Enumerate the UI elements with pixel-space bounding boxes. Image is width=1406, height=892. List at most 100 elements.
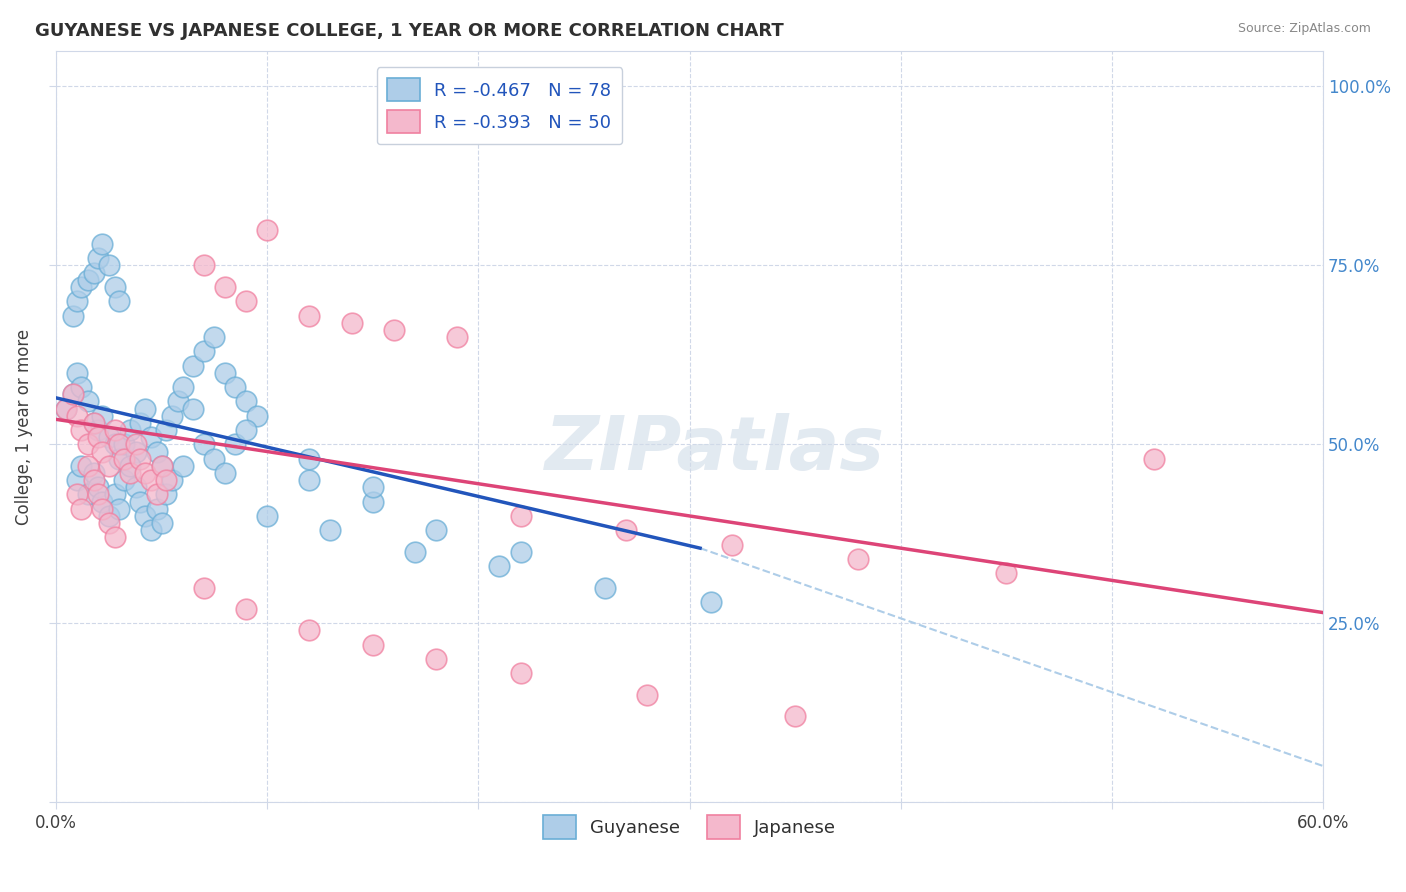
Point xyxy=(87,480,110,494)
Point xyxy=(139,430,162,444)
Point xyxy=(245,409,267,423)
Point xyxy=(70,423,93,437)
Point xyxy=(139,523,162,537)
Point xyxy=(235,423,257,437)
Point xyxy=(104,280,127,294)
Point xyxy=(509,666,531,681)
Point xyxy=(97,516,120,530)
Point xyxy=(118,423,141,437)
Point xyxy=(509,545,531,559)
Point xyxy=(55,401,77,416)
Point xyxy=(1143,451,1166,466)
Point xyxy=(129,451,152,466)
Point xyxy=(62,387,84,401)
Point xyxy=(76,458,98,473)
Point xyxy=(118,466,141,480)
Point xyxy=(319,523,342,537)
Point xyxy=(76,487,98,501)
Point xyxy=(134,466,156,480)
Point xyxy=(224,380,246,394)
Point xyxy=(125,444,148,458)
Point xyxy=(83,473,105,487)
Point xyxy=(125,480,148,494)
Point xyxy=(83,416,105,430)
Point xyxy=(235,294,257,309)
Point xyxy=(298,309,321,323)
Legend: Guyanese, Japanese: Guyanese, Japanese xyxy=(536,808,844,846)
Text: ZIPatlas: ZIPatlas xyxy=(546,412,884,485)
Point xyxy=(155,487,177,501)
Point xyxy=(488,559,510,574)
Point xyxy=(97,430,120,444)
Point xyxy=(446,330,468,344)
Point xyxy=(235,394,257,409)
Point xyxy=(298,473,321,487)
Point xyxy=(134,508,156,523)
Point xyxy=(150,458,173,473)
Point xyxy=(720,538,742,552)
Text: Source: ZipAtlas.com: Source: ZipAtlas.com xyxy=(1237,22,1371,36)
Point xyxy=(785,709,807,723)
Point xyxy=(83,466,105,480)
Point xyxy=(91,236,114,251)
Point xyxy=(76,394,98,409)
Point xyxy=(699,595,721,609)
Point xyxy=(112,437,135,451)
Text: GUYANESE VS JAPANESE COLLEGE, 1 YEAR OR MORE CORRELATION CHART: GUYANESE VS JAPANESE COLLEGE, 1 YEAR OR … xyxy=(35,22,785,40)
Y-axis label: College, 1 year or more: College, 1 year or more xyxy=(15,328,32,524)
Point xyxy=(361,480,384,494)
Point xyxy=(214,280,236,294)
Point xyxy=(134,401,156,416)
Point xyxy=(108,501,131,516)
Point xyxy=(256,508,278,523)
Point xyxy=(614,523,637,537)
Point xyxy=(104,530,127,544)
Point xyxy=(104,437,127,451)
Point xyxy=(76,437,98,451)
Point xyxy=(104,423,127,437)
Point xyxy=(224,437,246,451)
Point xyxy=(298,451,321,466)
Point xyxy=(66,366,89,380)
Point xyxy=(112,473,135,487)
Point xyxy=(70,458,93,473)
Point xyxy=(848,552,870,566)
Point xyxy=(55,401,77,416)
Point xyxy=(193,581,215,595)
Point xyxy=(995,566,1018,581)
Point xyxy=(214,466,236,480)
Point xyxy=(87,487,110,501)
Point xyxy=(382,323,405,337)
Point xyxy=(509,508,531,523)
Point xyxy=(256,222,278,236)
Point xyxy=(202,451,225,466)
Point xyxy=(129,416,152,430)
Point xyxy=(155,423,177,437)
Point xyxy=(636,688,658,702)
Point xyxy=(129,494,152,508)
Point xyxy=(108,437,131,451)
Point xyxy=(193,437,215,451)
Point xyxy=(202,330,225,344)
Point xyxy=(66,487,89,501)
Point xyxy=(108,294,131,309)
Point xyxy=(150,516,173,530)
Point xyxy=(404,545,426,559)
Point xyxy=(181,359,204,373)
Point xyxy=(146,501,169,516)
Point xyxy=(139,473,162,487)
Point xyxy=(125,437,148,451)
Point xyxy=(160,473,183,487)
Point xyxy=(425,652,447,666)
Point xyxy=(87,423,110,437)
Point xyxy=(340,316,363,330)
Point xyxy=(425,523,447,537)
Point xyxy=(167,394,190,409)
Point xyxy=(91,444,114,458)
Point xyxy=(70,501,93,516)
Point xyxy=(97,508,120,523)
Point xyxy=(70,380,93,394)
Point xyxy=(361,494,384,508)
Point xyxy=(361,638,384,652)
Point xyxy=(112,451,135,466)
